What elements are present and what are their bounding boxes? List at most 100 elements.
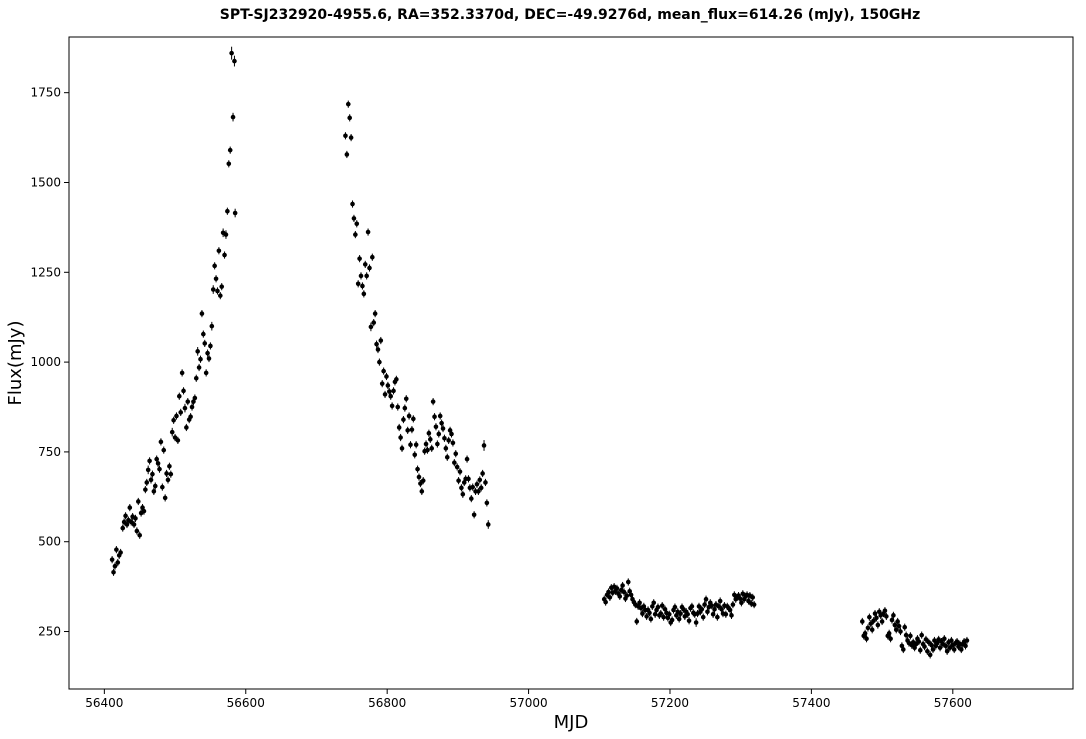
data-marker: [716, 604, 722, 609]
data-marker: [442, 435, 447, 441]
x-tick-label: 57400: [792, 696, 830, 710]
data-marker: [440, 426, 446, 431]
data-point: [213, 275, 219, 283]
data-point: [922, 643, 927, 651]
data-marker: [216, 248, 222, 254]
data-point: [155, 459, 161, 467]
data-point: [358, 272, 364, 280]
data-point: [389, 402, 395, 410]
data-marker: [378, 338, 384, 343]
data-marker: [751, 602, 757, 607]
data-point: [717, 597, 723, 605]
data-point: [377, 358, 382, 366]
data-point: [419, 487, 425, 496]
x-tick-label: 56400: [85, 696, 123, 710]
data-point: [476, 487, 481, 496]
data-marker: [114, 547, 119, 552]
y-tick-label: 1000: [30, 355, 61, 369]
data-marker: [727, 607, 733, 613]
data-marker: [347, 115, 352, 121]
data-point: [886, 629, 892, 637]
data-marker: [715, 614, 720, 620]
data-point: [923, 635, 929, 644]
data-point: [606, 588, 611, 596]
data-point: [226, 160, 232, 168]
data-marker: [109, 557, 115, 562]
data-marker: [164, 471, 169, 476]
data-point: [443, 444, 449, 452]
data-point: [926, 638, 932, 646]
data-point: [203, 369, 209, 377]
data-point: [398, 433, 403, 442]
data-point: [223, 230, 229, 239]
data-point: [135, 497, 141, 506]
data-point: [209, 321, 215, 331]
data-marker: [456, 478, 461, 483]
chart-title: SPT-SJ232920-4955.6, RA=352.3370d, DEC=-…: [220, 7, 920, 23]
data-point: [171, 416, 176, 424]
data-point: [123, 512, 128, 520]
data-point: [703, 595, 709, 603]
data-point: [919, 631, 924, 639]
data-point: [430, 398, 436, 406]
data-point: [435, 440, 440, 448]
data-point: [459, 484, 464, 492]
data-marker: [466, 476, 471, 482]
y-axis-label: Flux(mJy): [5, 321, 26, 406]
data-point: [158, 438, 164, 446]
data-point: [484, 499, 490, 507]
data-marker: [403, 396, 409, 402]
data-marker: [145, 467, 151, 473]
data-point: [676, 615, 682, 623]
data-point: [454, 463, 460, 471]
data-marker: [168, 471, 174, 477]
x-tick-label: 56600: [227, 696, 265, 710]
data-point: [353, 230, 358, 239]
x-tick-label: 57600: [934, 696, 972, 710]
data-marker: [644, 614, 649, 619]
data-point: [879, 617, 885, 626]
y-tick-label: 1250: [30, 265, 61, 279]
data-marker: [478, 485, 484, 491]
data-point: [162, 494, 168, 502]
data-marker: [449, 431, 454, 437]
data-point: [181, 387, 186, 395]
data-point: [696, 602, 702, 610]
data-marker: [133, 516, 138, 521]
data-marker: [357, 256, 362, 261]
data-marker: [484, 500, 490, 506]
data-point: [201, 330, 206, 338]
data-point: [607, 593, 613, 601]
data-marker: [384, 374, 389, 379]
data-point: [457, 468, 463, 476]
data-marker: [658, 611, 664, 616]
data-marker: [874, 615, 879, 621]
data-marker: [162, 495, 168, 501]
data-point: [351, 214, 357, 223]
data-marker: [213, 276, 219, 282]
data-point: [379, 380, 385, 388]
data-marker: [869, 627, 875, 633]
y-axis: 250 500 750 1000 1250 1500 1750: [30, 86, 69, 639]
data-point: [229, 46, 234, 60]
data-marker: [678, 611, 683, 616]
data-point: [371, 318, 377, 327]
data-marker: [717, 598, 723, 604]
data-point: [143, 486, 148, 494]
data-point: [964, 636, 970, 645]
data-marker: [696, 604, 702, 609]
data-marker: [150, 471, 155, 477]
data-marker: [942, 636, 947, 642]
data-point: [901, 645, 906, 654]
data-marker: [193, 375, 199, 381]
data-point: [648, 615, 654, 623]
data-marker: [232, 58, 237, 64]
data-point: [485, 520, 491, 529]
data-marker: [374, 341, 379, 347]
data-marker: [702, 602, 707, 607]
data-point: [378, 336, 384, 345]
data-point: [686, 617, 692, 625]
data-marker: [433, 424, 439, 430]
data-point: [621, 588, 627, 596]
data-point: [902, 623, 908, 631]
